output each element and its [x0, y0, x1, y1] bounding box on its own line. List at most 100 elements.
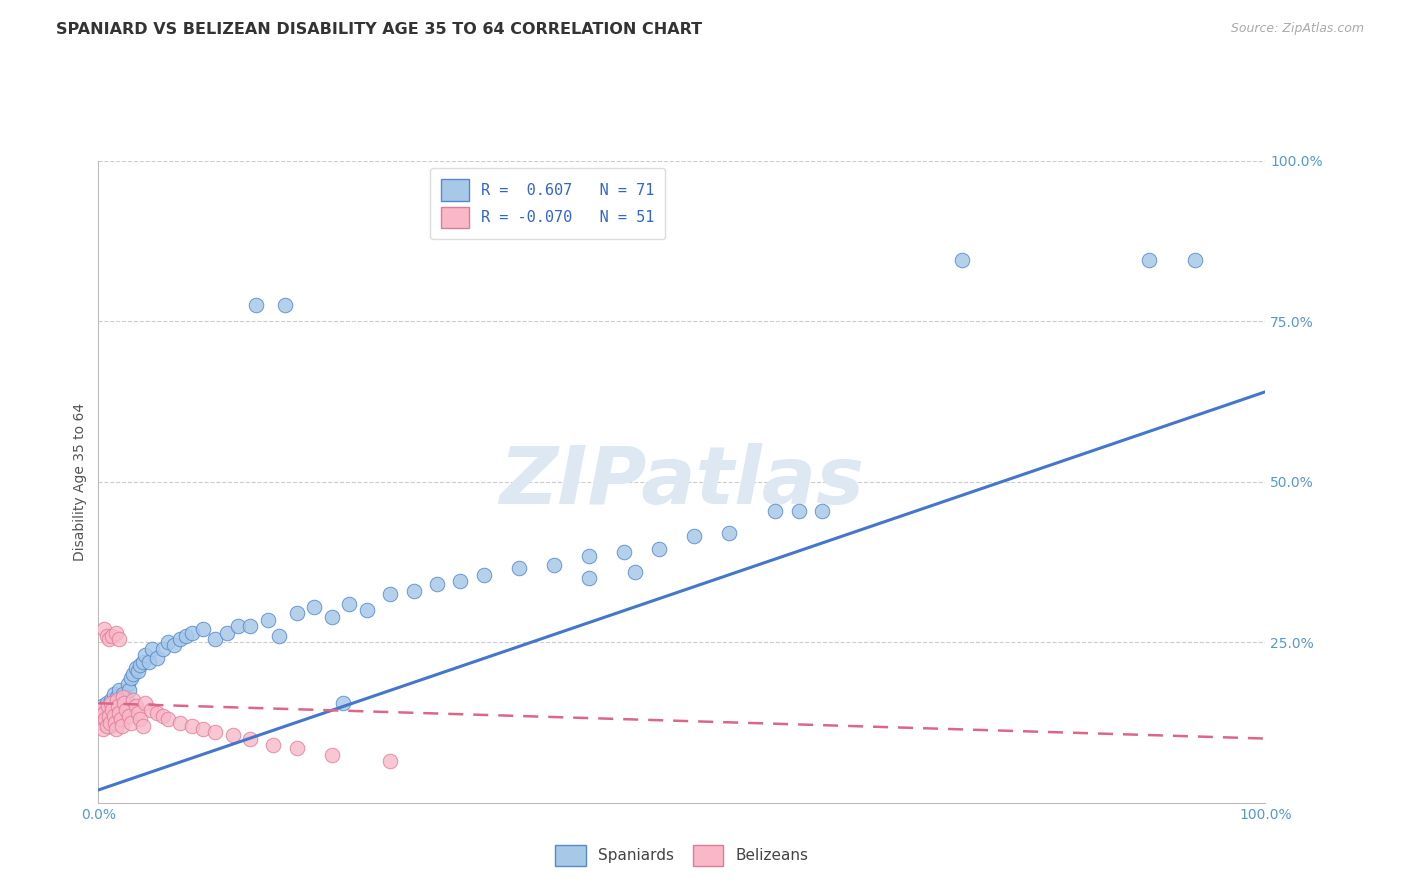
Point	[122, 693, 145, 707]
Point	[578, 549, 600, 563]
Point	[169, 632, 191, 646]
Point	[96, 719, 118, 733]
Point	[108, 706, 131, 720]
Point	[717, 526, 740, 541]
Point	[787, 503, 810, 517]
Point	[112, 696, 135, 710]
Point	[221, 728, 243, 742]
Point	[763, 503, 786, 517]
Point	[321, 609, 343, 624]
Point	[285, 607, 308, 621]
Point	[120, 671, 142, 685]
Point	[1137, 253, 1160, 268]
Point	[134, 648, 156, 662]
Point	[118, 683, 141, 698]
Point	[508, 561, 530, 575]
Point	[100, 693, 122, 707]
Point	[472, 567, 495, 582]
Point	[96, 696, 118, 710]
Point	[321, 747, 343, 762]
Point	[97, 699, 120, 714]
Point	[115, 690, 138, 704]
Point	[98, 715, 121, 730]
Point	[378, 587, 402, 601]
Point	[304, 599, 326, 614]
Point	[239, 731, 262, 746]
Point	[134, 696, 156, 710]
Point	[127, 664, 149, 678]
Legend: Spaniards, Belizeans: Spaniards, Belizeans	[550, 838, 814, 872]
Point	[228, 619, 250, 633]
Point	[93, 712, 115, 726]
Text: Source: ZipAtlas.com: Source: ZipAtlas.com	[1230, 22, 1364, 36]
Point	[174, 629, 197, 643]
Text: SPANIARD VS BELIZEAN DISABILITY AGE 35 TO 64 CORRELATION CHART: SPANIARD VS BELIZEAN DISABILITY AGE 35 T…	[56, 22, 703, 37]
Point	[105, 690, 128, 704]
Point	[93, 623, 115, 637]
Point	[138, 655, 160, 669]
Point	[96, 629, 118, 643]
Point	[120, 715, 142, 730]
Point	[104, 696, 127, 710]
Point	[193, 722, 215, 736]
Point	[811, 503, 834, 517]
Point	[107, 699, 129, 714]
Point	[112, 696, 135, 710]
Point	[139, 703, 162, 717]
Point	[117, 677, 139, 691]
Point	[193, 623, 215, 637]
Point	[98, 719, 121, 733]
Point	[262, 738, 284, 752]
Point	[332, 696, 354, 710]
Point	[89, 703, 111, 717]
Point	[111, 687, 134, 701]
Point	[108, 683, 131, 698]
Point	[111, 703, 134, 717]
Text: ZIPatlas: ZIPatlas	[499, 442, 865, 521]
Point	[101, 629, 124, 643]
Point	[682, 529, 704, 543]
Point	[129, 657, 152, 672]
Point	[103, 687, 125, 701]
Point	[118, 709, 141, 723]
Point	[157, 712, 180, 726]
Point	[132, 655, 155, 669]
Point	[449, 574, 471, 589]
Point	[402, 583, 425, 598]
Point	[104, 722, 127, 736]
Point	[426, 577, 449, 591]
Point	[647, 542, 669, 557]
Point	[104, 715, 127, 730]
Point	[180, 719, 202, 733]
Point	[127, 706, 149, 720]
Point	[256, 613, 278, 627]
Point	[141, 641, 163, 656]
Point	[245, 298, 267, 312]
Point	[132, 719, 155, 733]
Point	[169, 715, 191, 730]
Point	[269, 629, 291, 643]
Point	[125, 699, 148, 714]
Point	[180, 625, 202, 640]
Point	[337, 597, 360, 611]
Point	[101, 703, 124, 717]
Point	[578, 571, 600, 585]
Point	[97, 706, 120, 720]
Point	[90, 715, 112, 730]
Point	[110, 712, 132, 726]
Point	[378, 754, 402, 768]
Point	[104, 709, 127, 723]
Point	[122, 667, 145, 681]
Point	[108, 632, 131, 646]
Point	[115, 703, 138, 717]
Point	[152, 641, 174, 656]
Point	[152, 709, 174, 723]
Point	[157, 635, 180, 649]
Point	[103, 709, 125, 723]
Point	[204, 725, 226, 739]
Point	[129, 712, 152, 726]
Point	[91, 722, 114, 736]
Y-axis label: Disability Age 35 to 64: Disability Age 35 to 64	[73, 402, 87, 561]
Point	[111, 690, 134, 704]
Point	[90, 709, 112, 723]
